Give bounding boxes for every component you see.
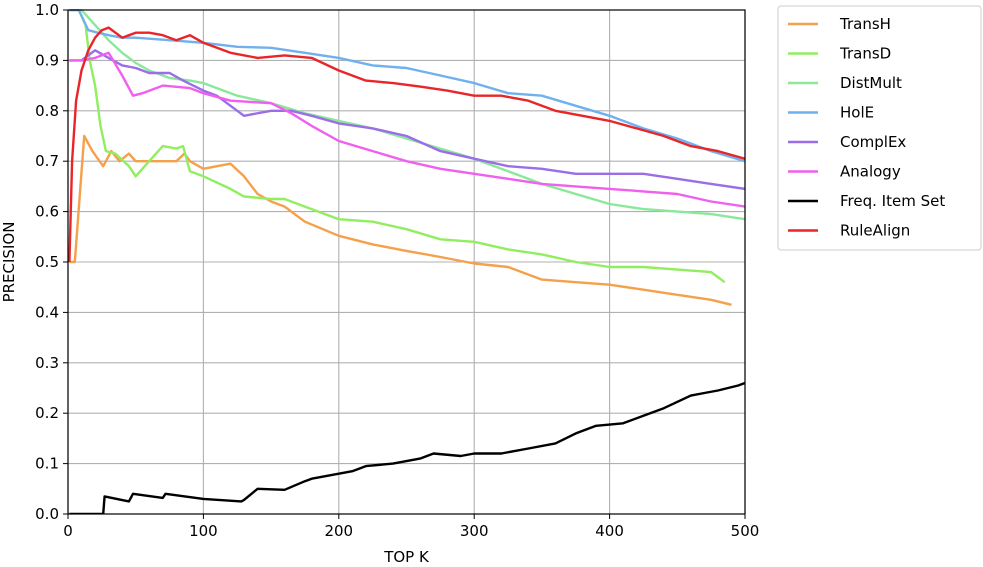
y-tick-label: 0.8	[35, 102, 59, 120]
legend-label-complex: ComplEx	[840, 133, 906, 151]
series-line-distmult	[69, 9, 745, 221]
y-tick-label: 0.7	[35, 152, 59, 170]
series-line-complex	[69, 49, 745, 191]
x-tick-label: 200	[324, 522, 353, 540]
series-line-rulealign	[68, 26, 745, 263]
legend-label-freq-item-set: Freq. Item Set	[840, 192, 945, 210]
series-line-transh	[69, 134, 732, 306]
legend-label-rulealign: RuleAlign	[840, 222, 910, 240]
y-tick-label: 0.2	[35, 404, 59, 422]
legend-label-distmult: DistMult	[840, 74, 902, 92]
series-line-analogy	[69, 51, 745, 208]
legend-label-transh: TransH	[839, 15, 891, 33]
series-line-hole	[69, 9, 745, 163]
y-tick-label: 1.0	[35, 1, 59, 19]
legend-label-hole: HolE	[840, 104, 874, 122]
axis-ticks: 0 100 200 300 400 500 0.0 0.1 0.2 0.3 0.4 0.5 0.6 0.7…	[35, 1, 759, 540]
x-tick-label: 300	[460, 522, 489, 540]
legend-label-transd: TransD	[839, 45, 891, 63]
legend: TransH TransD DistMult HolE ComplEx Analogy Fr…	[777, 5, 982, 251]
x-tick-label: 100	[189, 522, 218, 540]
legend-label-analogy: Analogy	[840, 163, 901, 181]
series-line-freq-item-set	[69, 381, 745, 514]
legend-box	[777, 5, 982, 251]
series-lines	[68, 9, 745, 514]
y-tick-label: 0.4	[35, 303, 59, 321]
y-tick-label: 0.6	[35, 203, 59, 221]
series-line-transd	[69, 9, 726, 284]
y-tick-label: 0.9	[35, 51, 59, 69]
y-axis-title: PRECISION	[0, 222, 18, 303]
y-tick-label: 0.5	[35, 253, 59, 271]
x-tick-label: 500	[731, 522, 760, 540]
y-tick-label: 0.3	[35, 354, 59, 372]
x-axis-title: TOP K	[383, 548, 430, 566]
x-tick-label: 0	[63, 522, 73, 540]
y-tick-label: 0.0	[35, 505, 59, 523]
y-tick-label: 0.1	[35, 455, 59, 473]
x-tick-label: 400	[595, 522, 624, 540]
